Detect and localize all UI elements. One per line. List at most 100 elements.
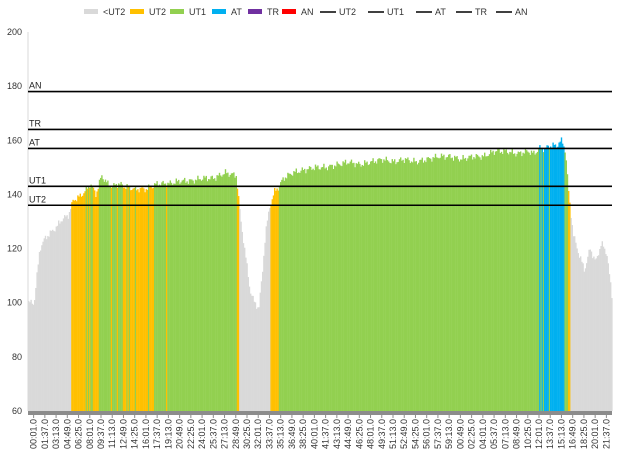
hr-bar-373	[475, 154, 477, 411]
hr-bar-427	[540, 148, 542, 411]
x-tick-51: 21:37.0	[601, 419, 611, 449]
hr-bar-296	[383, 159, 385, 411]
hr-bar-173	[235, 175, 237, 411]
hr-bar-479	[602, 246, 605, 411]
hr-bar-244	[320, 167, 323, 411]
hr-bar-155	[214, 178, 216, 411]
hr-bar-146	[203, 175, 205, 411]
hr-bar-382	[486, 156, 488, 411]
x-tick-44: 10:25.0	[523, 419, 533, 449]
hr-bar-327	[420, 159, 422, 411]
hr-bar-96	[143, 188, 145, 411]
hr-bar-429	[542, 152, 545, 411]
hr-bar-299	[386, 160, 389, 411]
hr-bar-191	[257, 307, 259, 411]
hr-bar-113	[163, 183, 165, 411]
hr-bar-28	[61, 221, 63, 411]
x-tick-48: 16:49.0	[568, 419, 578, 449]
threshold-label-ut2: UT2	[29, 194, 46, 204]
x-tick-32: 51:13.0	[388, 419, 398, 449]
hr-bar-379	[482, 156, 485, 411]
hr-bar-72	[114, 184, 116, 411]
x-tick-35: 56:01.0	[422, 419, 432, 449]
hr-bar-403	[511, 148, 513, 411]
hr-bar-158	[217, 175, 219, 411]
hr-bar-248	[325, 167, 327, 411]
hr-bar-117	[168, 183, 170, 411]
legend-line-an-label: AN	[515, 7, 528, 17]
hr-bar-484	[608, 274, 611, 411]
hr-bar-34	[68, 211, 71, 411]
hr-bar-289	[374, 161, 377, 411]
hr-bar-399	[506, 152, 509, 411]
hr-bar-57	[96, 191, 98, 411]
hr-bar-397	[504, 150, 506, 411]
hr-bar-65	[106, 182, 108, 411]
hr-bar-219	[290, 174, 293, 411]
hr-bar-18	[49, 230, 51, 411]
hr-bar-455	[574, 236, 576, 411]
hr-bar-230	[304, 168, 306, 411]
hr-bar-218	[289, 173, 291, 411]
hr-bar-73	[115, 183, 117, 411]
hr-bar-167	[228, 176, 230, 411]
hr-bar-211	[281, 179, 283, 411]
hr-bar-325	[418, 162, 420, 411]
hr-bar-313	[403, 163, 405, 411]
hr-bar-255	[334, 165, 336, 411]
hr-bar-357	[456, 156, 458, 411]
hr-bar-16	[47, 236, 49, 411]
hr-bar-164	[224, 169, 227, 411]
hr-bar-221	[293, 171, 295, 411]
hr-bar-41	[77, 195, 79, 411]
hr-bar-91	[137, 189, 139, 411]
hr-bar-287	[372, 158, 374, 411]
hr-bar-471	[593, 256, 595, 411]
hr-bar-273	[355, 163, 357, 411]
hr-bar-180	[244, 247, 246, 411]
hr-bar-430	[544, 148, 546, 411]
hr-bar-473	[595, 258, 597, 411]
hr-bar-199	[266, 220, 269, 411]
hr-bar-308	[397, 161, 399, 411]
hr-bar-252	[330, 164, 332, 411]
hr-bar-222	[294, 171, 296, 411]
hr-bar-68	[109, 185, 111, 411]
hr-bar-81	[125, 189, 127, 411]
hr-bar-375	[478, 156, 480, 411]
hr-bar-464	[584, 268, 587, 411]
hr-bar-130	[184, 177, 186, 411]
hr-bar-468	[589, 249, 591, 411]
hr-bar-371	[473, 157, 475, 411]
hr-bar-362	[462, 154, 464, 412]
y-axis: 60 80 100 120 140 160 180 200	[7, 27, 29, 416]
hr-bar-415	[526, 150, 528, 411]
x-tick-11: 17:37.0	[152, 419, 162, 449]
hr-bar-12	[42, 241, 44, 411]
hr-bar-76	[119, 184, 121, 411]
hr-bar-134	[188, 179, 191, 411]
hr-bar-368	[469, 155, 471, 411]
hr-bar-365	[466, 160, 468, 411]
hr-bar-410	[520, 151, 522, 411]
hr-bar-480	[604, 248, 606, 411]
legend-an-label: AN	[301, 7, 314, 17]
x-tick-9: 14:25.0	[130, 419, 140, 449]
hr-bar-13	[43, 238, 45, 411]
hr-bar-56	[95, 197, 97, 411]
hr-bar-439	[554, 144, 557, 411]
hr-bar-133	[187, 183, 189, 411]
hr-bar-474	[596, 255, 599, 411]
legend-line-at-label: AT	[435, 7, 446, 17]
hr-bar-433	[547, 145, 549, 412]
hr-bar-374	[476, 154, 479, 411]
hr-bar-400	[508, 154, 510, 412]
hr-bar-138	[193, 183, 195, 411]
hr-bar-235	[310, 166, 312, 411]
hr-bar-226	[299, 172, 301, 411]
hr-bar-367	[468, 155, 470, 411]
hr-bar-348	[445, 157, 447, 411]
hr-bar-363	[463, 158, 465, 411]
hr-bar-419	[530, 150, 533, 412]
